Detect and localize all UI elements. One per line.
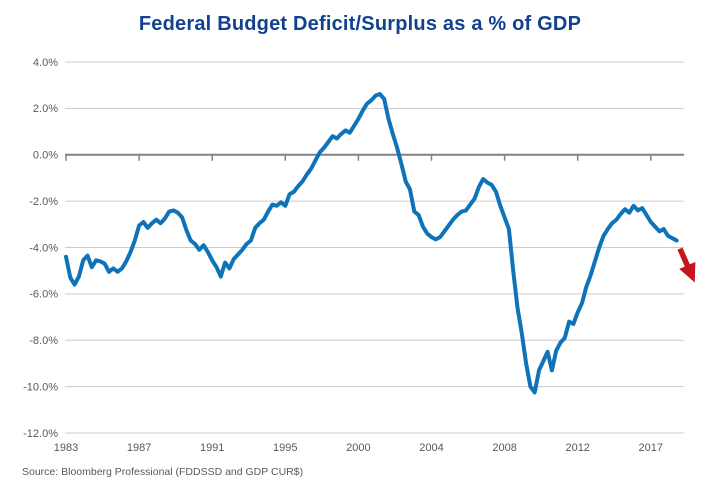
y-axis-tick-label: 4.0% xyxy=(33,57,58,69)
y-axis-tick-label: -6.0% xyxy=(29,289,58,301)
x-axis-tick-label: 2004 xyxy=(419,442,443,454)
chart-canvas: 4.0% 2.0% 0.0% -2.0% -4.0% -6.0% -8.0% -10.0% -1… xyxy=(23,57,696,454)
x-axis-tick-label: 1983 xyxy=(54,442,78,454)
x-axis-tick-label: 2000 xyxy=(346,442,370,454)
y-axis-tick-label: -2.0% xyxy=(29,196,58,208)
x-axis-tick-label: 1987 xyxy=(127,442,151,454)
x-axis-tick-label: 2008 xyxy=(492,442,516,454)
x-axis-tick-label: 1995 xyxy=(273,442,297,454)
deficit-line-series xyxy=(64,92,679,395)
source-note: Source: Bloomberg Professional (FDDSSD a… xyxy=(22,466,304,478)
y-axis-tick-label: -4.0% xyxy=(29,242,58,254)
y-axis-tick-label: -8.0% xyxy=(29,335,58,347)
x-axis-tick-label: 2017 xyxy=(639,442,663,454)
x-axis-tick-label: 2012 xyxy=(565,442,589,454)
x-axis-tick-label: 1991 xyxy=(200,442,224,454)
chart-title: Federal Budget Deficit/Surplus as a % of… xyxy=(138,13,582,35)
y-axis-tick-label: 0.0% xyxy=(33,150,58,162)
y-axis-tick-label: -12.0% xyxy=(23,428,58,440)
y-axis-tick-label: 2.0% xyxy=(33,103,58,115)
y-axis-tick-label: -10.0% xyxy=(23,381,58,393)
downward-trend-arrow-icon xyxy=(677,247,696,283)
budget-deficit-chart: 4.0% 2.0% 0.0% -2.0% -4.0% -6.0% -8.0% -10.0% -1… xyxy=(23,57,696,454)
